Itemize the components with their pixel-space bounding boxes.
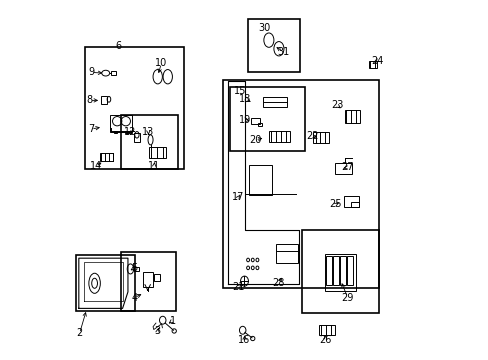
Text: 16: 16 [238,334,250,345]
Text: 23: 23 [330,100,343,111]
Bar [325,256,331,285]
Text: 4: 4 [131,293,137,303]
Bar [113,131,117,134]
Bar [319,325,334,334]
Bar [269,131,289,141]
Bar [223,80,378,288]
Bar [257,123,262,126]
Bar [344,110,359,123]
Text: 18: 18 [239,94,251,104]
Bar [154,274,160,282]
Bar [149,147,166,158]
Text: 19: 19 [239,115,251,125]
Bar [121,116,178,169]
Text: 10: 10 [155,58,167,68]
Text: 25: 25 [329,199,342,210]
Bar [134,267,139,271]
Bar [340,256,346,285]
Bar [248,165,272,195]
Bar [313,132,328,143]
Text: 9: 9 [88,67,94,77]
Bar [85,47,183,169]
Bar [125,131,129,134]
Bar [301,230,378,313]
Bar [110,71,116,76]
Text: 12: 12 [123,127,136,136]
Bar [334,163,351,174]
Text: 1: 1 [169,316,176,325]
Bar [324,254,356,291]
Text: 15: 15 [234,86,246,96]
Text: 3: 3 [154,326,161,336]
Text: 6: 6 [115,41,121,50]
Bar [101,96,106,104]
Text: 2: 2 [76,328,82,338]
Bar [100,153,113,161]
Text: 20: 20 [248,135,261,145]
Text: 11: 11 [148,161,160,171]
Text: 26: 26 [318,334,331,345]
Text: 27: 27 [341,162,353,172]
Bar [344,196,358,207]
Text: 30: 30 [258,23,270,33]
Bar [110,115,131,132]
Bar [230,87,305,151]
Text: 14: 14 [89,161,102,171]
Bar [275,244,297,264]
Bar [143,272,153,287]
Text: 29: 29 [341,293,353,303]
Bar [332,256,338,285]
Text: 13: 13 [142,127,154,136]
Text: 28: 28 [272,278,284,288]
Bar [133,133,140,142]
Text: 7: 7 [88,124,94,134]
Bar [346,256,352,285]
Text: 21: 21 [232,282,244,292]
Bar [262,97,286,107]
Text: 24: 24 [370,56,383,66]
Text: 22: 22 [306,131,318,141]
Text: 17: 17 [232,192,244,202]
Bar [250,118,259,124]
Bar [121,252,176,311]
Bar [76,255,135,311]
Bar [351,202,358,207]
Text: 5: 5 [131,263,137,273]
Text: 31: 31 [277,46,289,57]
Bar [247,19,300,72]
Bar [368,61,376,68]
Text: 8: 8 [86,95,92,105]
